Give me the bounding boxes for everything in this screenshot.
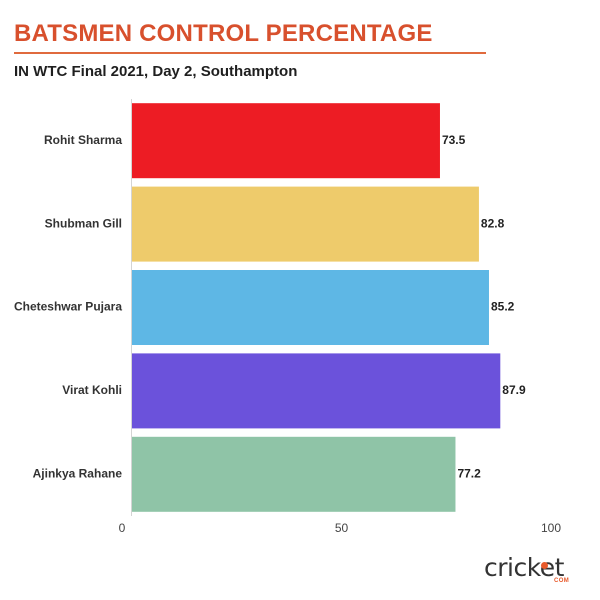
x-tick-label: 50 — [335, 521, 349, 535]
category-label: Virat Kohli — [62, 383, 122, 397]
category-label: Ajinkya Rahane — [33, 466, 123, 480]
title-underline — [14, 52, 486, 54]
category-label: Cheteshwar Pujara — [14, 300, 122, 314]
chart-subtitle: IN WTC Final 2021, Day 2, Southampton — [14, 63, 298, 80]
logo-subtext: COM — [554, 578, 570, 584]
x-tick-label: 100 — [541, 521, 561, 535]
value-label: 85.2 — [491, 300, 515, 314]
value-label: 77.2 — [457, 466, 481, 480]
category-label: Shubman Gill — [45, 216, 122, 230]
bar-virat-kohli — [132, 353, 501, 429]
value-label: 87.9 — [502, 383, 526, 397]
bar-rohit-sharma — [132, 103, 440, 179]
bars-group — [132, 103, 501, 512]
labels-group: Rohit Sharma 73.5 Shubman Gill 82.8 Cheteshw… — [14, 133, 526, 481]
value-label: 73.5 — [442, 133, 466, 147]
bar-shubman-gill — [132, 186, 479, 262]
cricket-com-logo: cricket COM — [484, 553, 584, 584]
chart-title: BATSMEN CONTROL PERCENTAGE — [14, 20, 433, 47]
category-label: Rohit Sharma — [44, 133, 122, 147]
value-label: 82.8 — [481, 216, 505, 230]
x-tick-labels-group: 0 50 100 — [119, 521, 562, 535]
logo-wordmark: cricket — [484, 553, 564, 582]
bar-ajinkya-rahane — [132, 436, 456, 512]
x-tick-label: 0 — [119, 521, 126, 535]
logo-ball-icon — [541, 562, 548, 569]
bar-cheteshwar-pujara — [132, 270, 489, 345]
